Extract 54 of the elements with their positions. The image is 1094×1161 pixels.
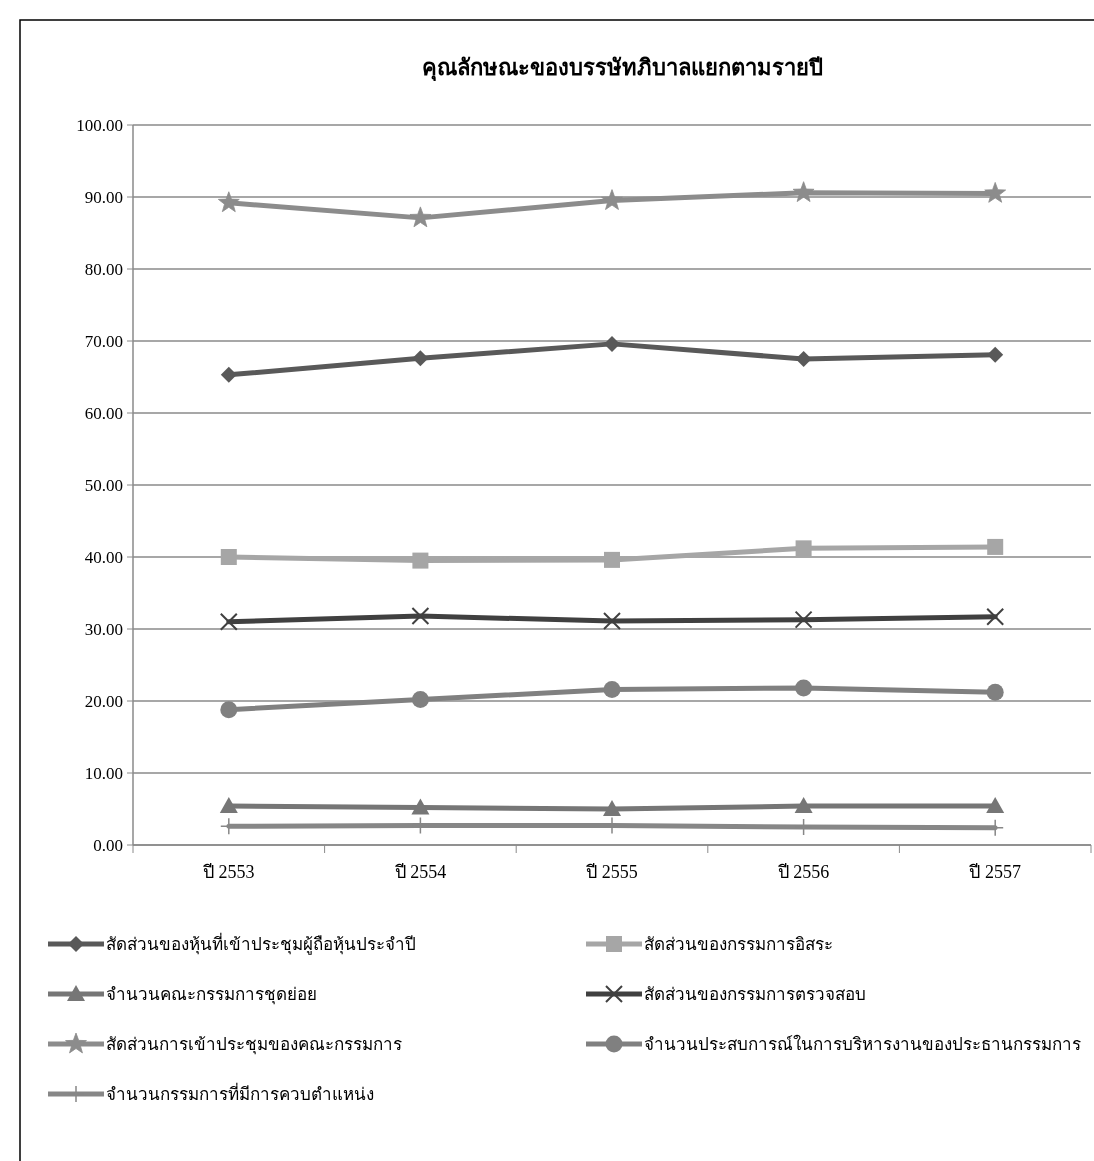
point xyxy=(603,800,621,816)
legend-label: สัดส่วนของหุ้นที่เข้าประชุมผู้ถือหุ้นประจำปี xyxy=(106,931,416,955)
point xyxy=(411,691,429,709)
legend-label: สัดส่วนของกรรมการตรวจสอบ xyxy=(644,984,866,1004)
point xyxy=(986,797,1005,814)
point xyxy=(795,351,812,367)
point xyxy=(794,610,813,629)
y-tick-label: 90.00 xyxy=(84,187,123,207)
point xyxy=(603,612,621,631)
point xyxy=(984,182,1007,203)
y-tick-label: 40.00 xyxy=(84,547,123,567)
point xyxy=(601,189,623,210)
point xyxy=(219,612,238,631)
point xyxy=(411,798,430,815)
point xyxy=(987,346,1004,363)
legend-label: สัดส่วนของกรรมการอิสระ xyxy=(644,934,833,954)
point xyxy=(412,350,429,367)
point xyxy=(411,607,430,626)
legend-label: จำนวนคณะกรรมการชุดย่อย xyxy=(106,984,317,1005)
point xyxy=(603,680,621,698)
legend-label: จำนวนกรรมการที่มีการควบตำแหน่ง xyxy=(106,1081,374,1104)
x-tick-label: ปี 2554 xyxy=(394,862,447,882)
point xyxy=(412,552,429,569)
point xyxy=(986,683,1004,701)
point xyxy=(792,181,815,202)
x-tick-label: ปี 2556 xyxy=(777,862,830,882)
chart-title: คุณลักษณะของบรรษัทภิบาลแยกตามรายปี xyxy=(421,55,823,82)
y-tick-label: 80.00 xyxy=(84,259,123,279)
point xyxy=(217,191,240,213)
x-tick-label: ปี 2557 xyxy=(969,862,1021,882)
point xyxy=(604,335,620,352)
point xyxy=(795,540,812,557)
point xyxy=(987,538,1004,555)
point xyxy=(794,797,813,814)
point xyxy=(409,206,432,228)
y-tick-label: 30.00 xyxy=(84,619,123,639)
legend-label: จำนวนประสบการณ์ในการบริหารงานของประธานกรรมการ xyxy=(644,1033,1081,1054)
y-tick-label: 10.00 xyxy=(84,763,123,783)
point xyxy=(220,549,237,565)
point xyxy=(220,701,238,719)
point xyxy=(604,551,620,568)
point xyxy=(986,607,1005,626)
y-tick-label: 50.00 xyxy=(84,475,123,495)
y-tick-label: 70.00 xyxy=(84,331,123,351)
y-tick-label: 60.00 xyxy=(84,403,123,423)
point xyxy=(219,797,238,814)
y-tick-label: 20.00 xyxy=(84,691,123,711)
legend-label: สัดส่วนการเข้าประชุมของคณะกรรมการ xyxy=(106,1034,402,1055)
point xyxy=(220,366,237,383)
y-tick-label: 0.00 xyxy=(93,835,123,855)
x-tick-label: ปี 2555 xyxy=(586,862,638,882)
point xyxy=(795,679,813,697)
x-tick-label: ปี 2553 xyxy=(203,862,255,882)
y-tick-label: 100.00 xyxy=(76,115,123,135)
